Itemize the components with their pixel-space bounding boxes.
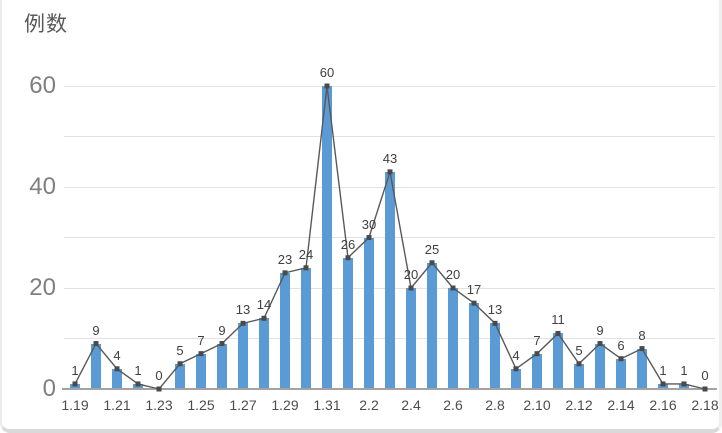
data-label: 30: [361, 216, 377, 232]
data-label: 0: [701, 368, 709, 383]
data-label: 4: [113, 347, 121, 363]
x-axis-tick-label: 2.12: [565, 397, 593, 413]
x-axis-tick-label: 2.14: [607, 397, 635, 413]
x-axis-line: [62, 388, 717, 390]
y-axis-tick-label: 60: [29, 72, 56, 99]
data-label: 9: [596, 322, 604, 338]
data-label: 5: [575, 342, 583, 358]
bar: [448, 288, 458, 389]
data-label: 60: [319, 65, 335, 80]
x-axis-tick-label: 1.25: [187, 397, 215, 413]
data-label: 20: [445, 267, 461, 282]
bar: [301, 267, 311, 389]
data-label: 8: [638, 327, 646, 343]
y-axis-tick-label: 20: [29, 274, 56, 301]
x-axis-tick-label: 1.29: [271, 397, 299, 413]
x-axis-tick-label: 2.16: [649, 397, 677, 413]
x-axis-tick-label: 2.6: [443, 397, 463, 413]
data-label: 7: [533, 332, 541, 348]
data-label: 25: [424, 241, 440, 257]
x-axis-tick-label: 2.10: [523, 397, 551, 413]
bar: [511, 368, 521, 389]
bar: [196, 353, 206, 389]
x-axis-tick-label: 1.27: [229, 397, 257, 413]
x-axis-tick-label: 2.4: [401, 397, 421, 413]
data-label: 14: [256, 297, 272, 313]
data-label: 4: [512, 347, 520, 363]
bar: [616, 358, 626, 389]
gridline: [64, 136, 715, 137]
data-label: 24: [298, 246, 314, 262]
x-axis-tick-label: 2.2: [359, 397, 379, 413]
bar: [406, 288, 416, 389]
data-label: 9: [218, 322, 226, 338]
y-axis-tick-label: 0: [42, 375, 56, 402]
x-axis-tick-label: 1.23: [145, 397, 173, 413]
bar: [574, 363, 584, 389]
data-label: 1: [71, 362, 79, 378]
chart-title: 例数: [24, 13, 68, 36]
bar: [217, 343, 227, 389]
data-label: 13: [487, 302, 503, 318]
x-axis-tick-label: 1.19: [61, 397, 89, 413]
x-axis-tick-label: 2.8: [485, 397, 505, 413]
bar: [364, 237, 374, 389]
data-label: 9: [92, 322, 100, 338]
bar: [259, 318, 269, 389]
bar: [280, 272, 290, 389]
gridline: [64, 85, 715, 87]
y-axis-tick-label: 40: [29, 173, 56, 200]
data-label: 11: [551, 312, 565, 328]
data-label: 20: [403, 267, 419, 282]
data-label: 17: [466, 282, 482, 298]
data-label: 43: [382, 150, 398, 166]
x-axis-tick-label: 2.18: [691, 397, 719, 413]
x-axis-tick-label: 1.21: [103, 397, 131, 413]
data-label: 0: [155, 368, 163, 383]
data-label: 26: [340, 236, 356, 252]
bar: [343, 257, 353, 389]
x-axis-tick-label: 1.31: [313, 397, 341, 413]
